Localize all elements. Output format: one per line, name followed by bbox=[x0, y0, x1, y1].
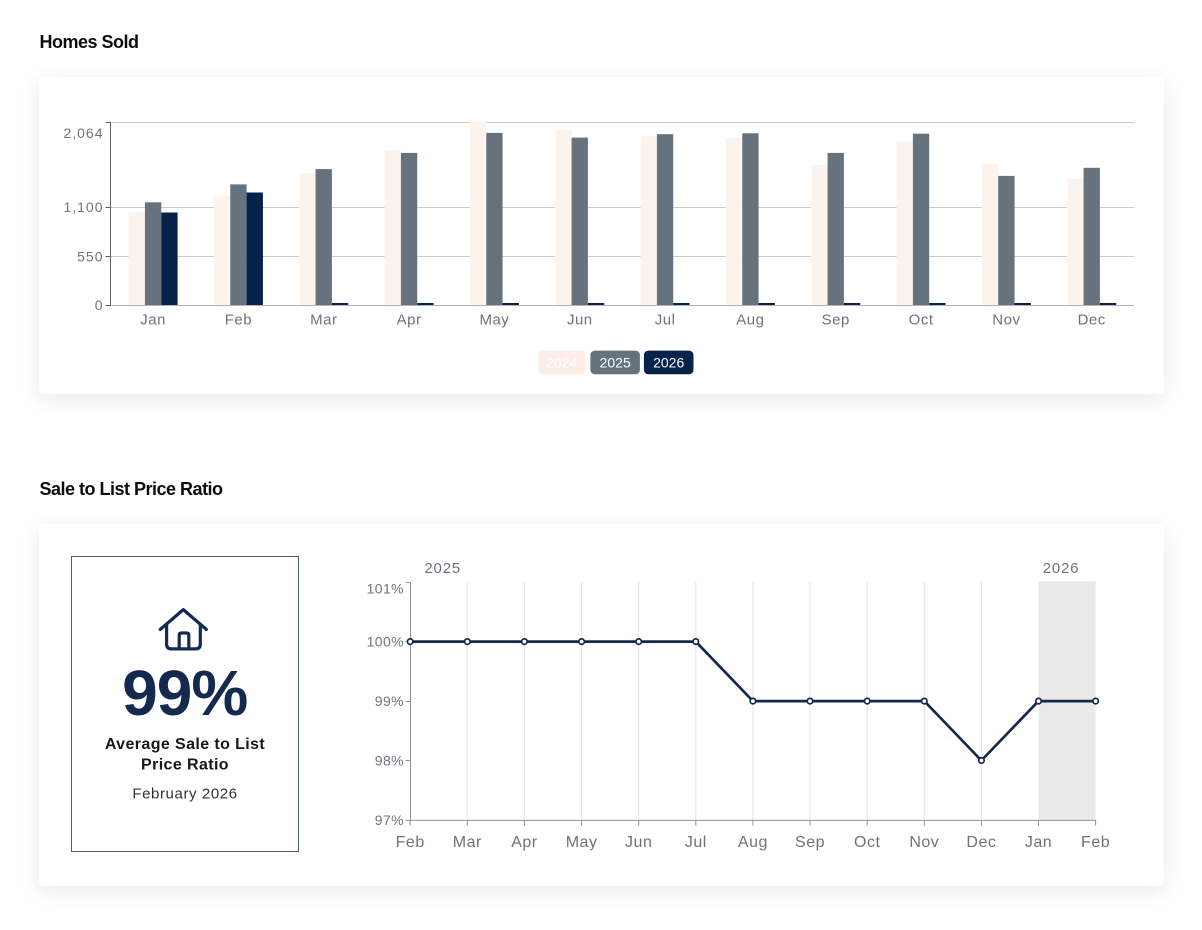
svg-text:Jul: Jul bbox=[685, 834, 707, 851]
svg-text:Nov: Nov bbox=[909, 834, 939, 851]
svg-text:Feb: Feb bbox=[396, 834, 425, 851]
svg-text:Nov: Nov bbox=[992, 311, 1020, 328]
svg-text:Mar: Mar bbox=[310, 311, 337, 328]
svg-text:Feb: Feb bbox=[224, 311, 251, 328]
svg-text:2024: 2024 bbox=[546, 355, 577, 371]
svg-text:101%: 101% bbox=[367, 581, 404, 597]
svg-text:Sep: Sep bbox=[821, 311, 849, 328]
svg-text:February 2026: February 2026 bbox=[132, 786, 237, 803]
svg-text:Oct: Oct bbox=[908, 311, 933, 328]
svg-text:0: 0 bbox=[94, 297, 103, 313]
svg-text:May: May bbox=[566, 834, 598, 851]
svg-text:Feb: Feb bbox=[1081, 834, 1110, 851]
svg-text:Mar: Mar bbox=[453, 834, 482, 851]
svg-text:2026: 2026 bbox=[653, 355, 684, 371]
svg-text:2025: 2025 bbox=[424, 560, 461, 577]
svg-text:2025: 2025 bbox=[599, 355, 630, 371]
svg-text:Aug: Aug bbox=[738, 834, 768, 851]
svg-text:2,064: 2,064 bbox=[63, 125, 103, 141]
svg-text:Jun: Jun bbox=[566, 311, 592, 328]
svg-text:Jan: Jan bbox=[1025, 834, 1052, 851]
svg-text:100%: 100% bbox=[367, 634, 404, 650]
svg-text:550: 550 bbox=[77, 248, 103, 264]
svg-text:Dec: Dec bbox=[966, 834, 996, 851]
svg-text:Oct: Oct bbox=[854, 834, 880, 851]
svg-text:Price Ratio: Price Ratio bbox=[141, 757, 229, 774]
svg-text:Apr: Apr bbox=[396, 311, 421, 328]
svg-text:98%: 98% bbox=[375, 753, 404, 769]
svg-text:Apr: Apr bbox=[511, 834, 538, 851]
svg-text:Average Sale to List: Average Sale to List bbox=[105, 736, 266, 753]
svg-text:Aug: Aug bbox=[736, 311, 764, 328]
svg-text:1,100: 1,100 bbox=[63, 199, 103, 215]
svg-text:97%: 97% bbox=[375, 812, 404, 828]
svg-text:Dec: Dec bbox=[1077, 311, 1105, 328]
svg-text:Jan: Jan bbox=[140, 311, 166, 328]
svg-text:Jul: Jul bbox=[654, 311, 675, 328]
svg-text:Jun: Jun bbox=[625, 834, 652, 851]
svg-text:99%: 99% bbox=[375, 693, 404, 709]
svg-text:Sep: Sep bbox=[795, 834, 825, 851]
svg-text:2026: 2026 bbox=[1043, 560, 1080, 577]
svg-text:99%: 99% bbox=[122, 657, 247, 729]
svg-text:May: May bbox=[479, 311, 509, 328]
